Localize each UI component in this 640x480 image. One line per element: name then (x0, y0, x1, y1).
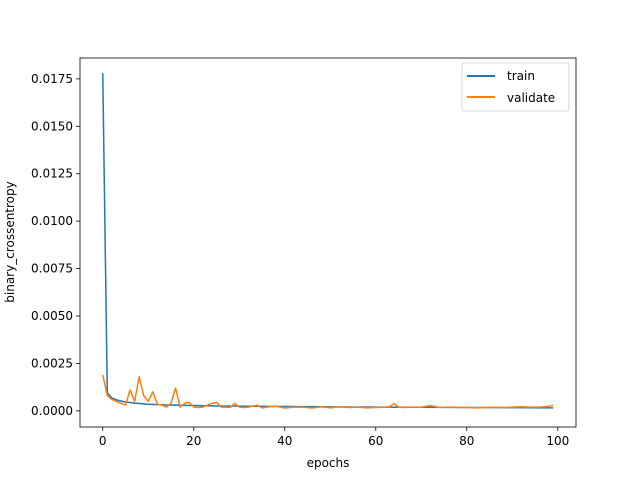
plot-area (79, 57, 577, 428)
y-tick-label: 0.0025 (31, 356, 73, 370)
x-tick-label: 0 (99, 434, 107, 448)
y-tick-label: 0.0125 (31, 167, 73, 181)
legend-label-validate: validate (507, 91, 555, 105)
series-layer (102, 73, 554, 409)
y-tick-label: 0.0000 (31, 404, 73, 418)
x-tick-label: 40 (277, 434, 292, 448)
legend-item-train: train (467, 69, 535, 83)
legend-item-validate: validate (467, 91, 555, 105)
axes-frame (79, 57, 577, 428)
legend: train validate (461, 62, 570, 112)
x-tick-label: 60 (368, 434, 383, 448)
x-tick-label: 80 (459, 434, 474, 448)
legend-label-train: train (507, 69, 535, 83)
x-axis: 0 20 40 60 80 100 (99, 427, 569, 448)
y-tick-label: 0.0075 (31, 262, 73, 276)
y-tick-label: 0.0150 (31, 119, 73, 133)
y-tick-label: 0.0100 (31, 214, 73, 228)
x-axis-label: epochs (307, 456, 350, 470)
y-tick-label: 0.0050 (31, 309, 73, 323)
y-axis-label: binary_crossentropy (3, 181, 17, 302)
y-tick-label: 0.0175 (31, 72, 73, 86)
x-tick-label: 100 (546, 434, 569, 448)
series-line-validate (102, 374, 554, 409)
x-tick-label: 20 (186, 434, 201, 448)
y-axis: 0.0000 0.0025 0.0050 0.0075 0.0100 0.0125 0.01… (31, 72, 80, 418)
